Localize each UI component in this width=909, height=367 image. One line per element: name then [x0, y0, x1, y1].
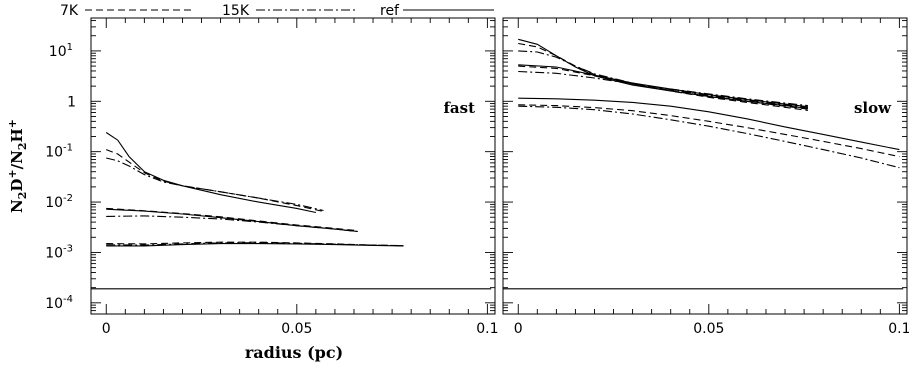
series-line-slow-dashed-1: [518, 42, 808, 111]
y-axis-label: N2D+/N2H+: [6, 119, 29, 213]
series-line-slow-dashed-7: [518, 104, 900, 158]
legend-label-ref: ref: [380, 3, 400, 19]
legend: 7K 15K ref: [60, 3, 494, 19]
x-tick-label: 0.1: [476, 321, 498, 337]
panel-frame-slow: [502, 17, 908, 315]
y-tick-label: 10-4: [45, 294, 73, 312]
x-tick-label: 0: [514, 321, 523, 337]
y-tick-label: 101: [49, 42, 73, 60]
y-tick-label: 10-3: [45, 243, 73, 261]
panel-annotation-fast: fast: [443, 99, 475, 117]
series-line-slow-dashdot-8: [518, 105, 900, 169]
panel-annotation-slow: slow: [854, 99, 892, 117]
y-tick-label: 10-1: [45, 143, 73, 161]
x-tick-label: 0.05: [693, 321, 724, 337]
series-line-slow-solid-0: [518, 38, 808, 110]
series-line-fast-dashed-7: [106, 241, 404, 247]
tick-labels: 0 0.05 0.1 0 0.05 0.1 101 1 10-1 10-2 10-3 10-4: [45, 42, 909, 337]
series-line-slow-dashed-4: [518, 65, 808, 110]
y-tick-label: 1: [67, 94, 76, 110]
series-line-fast-dashed-1: [106, 149, 324, 213]
series-line-fast-dashdot-2: [106, 157, 324, 212]
series-line-slow-solid-6: [518, 97, 900, 151]
legend-label-7k: 7K: [60, 3, 79, 19]
legend-label-15k: 15K: [222, 3, 250, 19]
y-tick-label: 10-2: [45, 193, 73, 211]
series-line-slow-dashdot-5: [518, 70, 808, 107]
series-line-fast-dashed-4: [106, 207, 358, 232]
x-axis-label: radius (pc): [245, 343, 343, 362]
series-line-fast-dashdot-5: [106, 215, 358, 233]
series-curves: [91, 38, 904, 290]
x-tick-label: 0.1: [888, 321, 909, 337]
axis-ticks: [91, 18, 907, 315]
series-line-slow-solid-3: [518, 64, 808, 108]
series-line-fast-solid-0: [105, 132, 317, 214]
panel-frame-fast: [90, 17, 496, 315]
x-tick-label: 0: [102, 321, 111, 337]
x-tick-label: 0.05: [281, 321, 312, 337]
